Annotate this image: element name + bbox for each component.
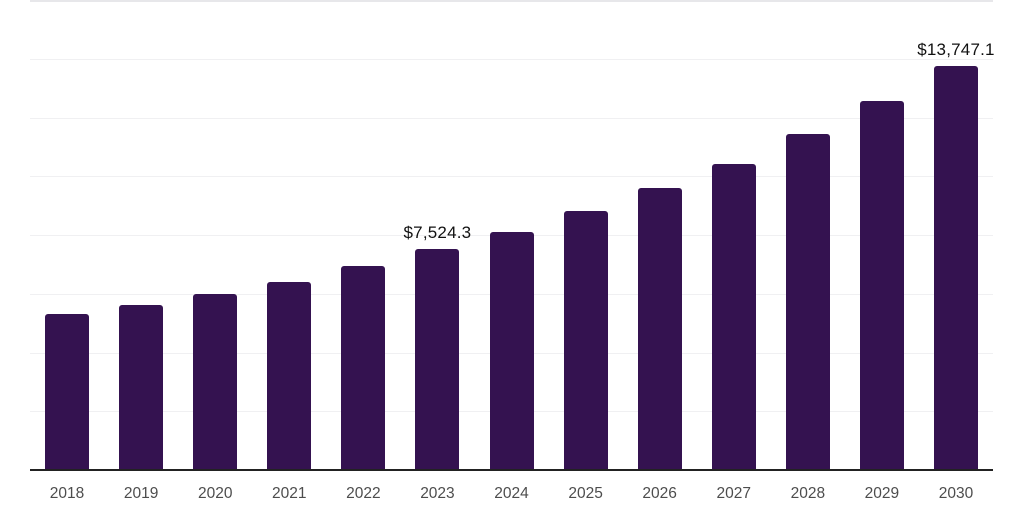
x-tick-label: 2025	[568, 485, 603, 502]
bar-column	[252, 0, 326, 470]
bar	[933, 66, 978, 470]
bar	[45, 314, 90, 470]
gridline	[30, 0, 993, 2]
bar	[637, 188, 682, 470]
x-tick-label: 2026	[642, 485, 677, 502]
bar	[711, 164, 756, 470]
x-tick-label: 2023	[420, 485, 455, 502]
gridline	[30, 176, 993, 178]
bar-column	[178, 0, 252, 470]
x-tick-label: 2019	[123, 485, 159, 502]
gridline	[30, 117, 993, 119]
x-tick-label: 2022	[346, 485, 381, 502]
bar-column	[104, 0, 178, 470]
x-tick-label: 2030	[938, 485, 974, 502]
bar-value-label: $13,747.1	[917, 40, 995, 60]
bar-column	[845, 0, 919, 470]
bar	[341, 265, 386, 470]
bar	[785, 134, 830, 470]
bar-column: $13,747.1	[917, 0, 995, 470]
bar-column	[30, 0, 104, 470]
bar	[415, 249, 460, 470]
bar-column	[326, 0, 400, 470]
x-tick-label: 2020	[197, 485, 233, 502]
x-axis-line	[30, 469, 993, 471]
x-tick-label: 2024	[494, 485, 529, 502]
bar-column	[474, 0, 548, 470]
bar-column	[549, 0, 623, 470]
x-tick-label: 2027	[716, 485, 751, 502]
plot-area: $7,524.3 $13,747.1	[30, 0, 995, 470]
bar-column	[697, 0, 771, 470]
bar	[193, 294, 238, 470]
bar-column	[623, 0, 697, 470]
bar	[859, 101, 904, 470]
bar	[563, 211, 608, 470]
bar-column: $7,524.3	[400, 0, 474, 470]
x-tick-label: 2028	[790, 485, 826, 502]
bar	[119, 304, 164, 470]
bar	[267, 282, 312, 470]
bars-row: $7,524.3 $13,747.1	[30, 0, 995, 470]
bar-value-label: $7,524.3	[403, 222, 472, 242]
x-tick-label: 2021	[272, 485, 307, 502]
bar	[489, 231, 534, 470]
bar-column	[771, 0, 845, 470]
x-tick-label: 2029	[864, 485, 900, 502]
gridline	[30, 58, 993, 60]
x-axis: 2018 2019 2020 2021 2022 2023 2024 2025 2026 2027…	[30, 471, 993, 512]
x-tick-label: 2018	[49, 485, 85, 502]
